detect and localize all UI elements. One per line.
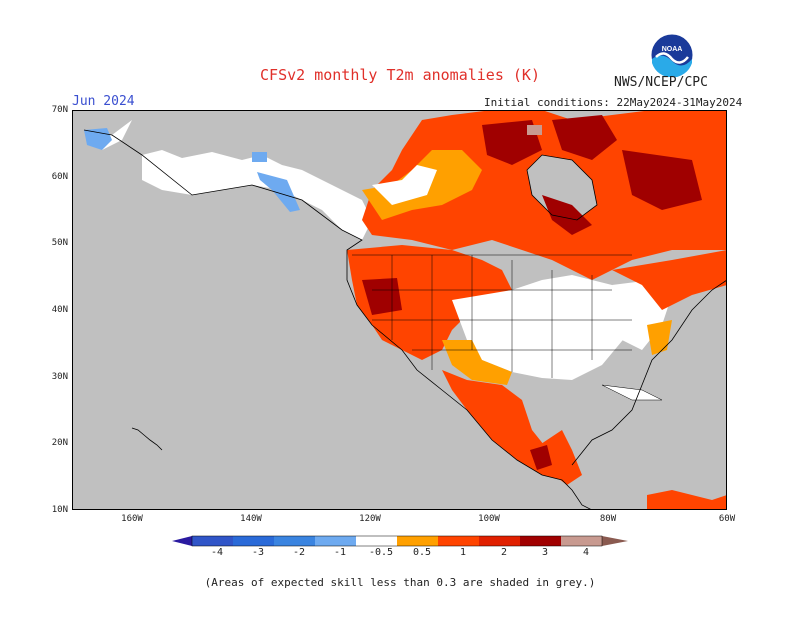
colorbar-segment (479, 536, 520, 546)
hawaii-islands (131, 427, 163, 451)
lat-label-40n: 40N (51, 305, 68, 315)
colorbar-segment (315, 536, 356, 546)
strong-anomaly-patch-4 (542, 195, 592, 235)
south-america-warm (647, 490, 727, 510)
lat-label-10n: 10N (51, 505, 68, 515)
colorbar-segment (356, 536, 397, 546)
colorbar-arrow-left (172, 536, 192, 546)
central-america-warm (532, 430, 582, 485)
state-boundaries (352, 254, 632, 378)
skill-note: (Areas of expected skill less than 0.3 a… (204, 576, 596, 589)
anomaly-map (72, 110, 727, 510)
colorbar-arrow-right (602, 536, 628, 546)
agency-label: NWS/NCEP/CPC (614, 75, 708, 90)
cool-anomaly-patch (252, 152, 267, 162)
forecast-month: Jun 2024 (72, 94, 135, 109)
colorbar-label: -0.5 (368, 547, 394, 558)
colorbar-segment (274, 536, 315, 546)
lat-label-60n: 60N (51, 172, 68, 182)
hudson-bay (527, 155, 597, 220)
colorbar-segment (397, 536, 438, 546)
alaska-white-area (142, 150, 372, 240)
colorbar-label: -4 (210, 547, 224, 558)
colorbar-label: -1 (333, 547, 347, 558)
strong-anomaly-patch-3 (622, 150, 702, 210)
northeast-warm-anomaly (612, 250, 727, 310)
initial-conditions: Initial conditions: 22May2024-31May2024 (484, 96, 743, 109)
strong-anomaly-patch-2 (552, 115, 617, 160)
canada-white-area (372, 165, 437, 205)
colorbar-label: 4 (582, 547, 590, 558)
colorbar-segment (520, 536, 561, 546)
yucatan-strong-anomaly (530, 445, 552, 470)
noaa-logo: NOAA (650, 33, 694, 77)
lon-label-60w: 60W (718, 514, 736, 524)
lat-label-30n: 30N (51, 372, 68, 382)
lat-label-50n: 50N (51, 238, 68, 248)
map-title: CFSv2 monthly T2m anomalies (K) (260, 66, 540, 84)
colorbar-segment (192, 536, 233, 546)
colorbar (172, 535, 628, 547)
colorbar-label: 1 (459, 547, 467, 558)
hudson-bay-outline (526, 154, 598, 221)
logo-text: NOAA (662, 46, 683, 53)
cool-anomaly-coastal (257, 172, 300, 212)
colorbar-label: 3 (541, 547, 549, 558)
lon-label-140w: 140W (240, 514, 262, 524)
lon-label-80w: 80W (599, 514, 617, 524)
us-central-white-area (452, 275, 632, 380)
colorbar-segment (233, 536, 274, 546)
colorbar-label: -2 (292, 547, 306, 558)
east-coastline (571, 279, 727, 466)
map-frame (72, 110, 727, 510)
extreme-anomaly-patch (527, 125, 542, 135)
colorbar-label: 2 (500, 547, 508, 558)
lon-label-120w: 120W (359, 514, 381, 524)
colorbar-label: -3 (251, 547, 265, 558)
texas-orange (442, 340, 512, 385)
lon-label-160w: 160W (121, 514, 143, 524)
colorbar-segment (561, 536, 602, 546)
lat-label-20n: 20N (51, 438, 68, 448)
lon-label-100w: 100W (478, 514, 500, 524)
lat-label-70n: 70N (51, 105, 68, 115)
west-coastline (83, 129, 593, 510)
colorbar-label: 0.5 (412, 547, 432, 558)
cuba (601, 384, 663, 401)
colorbar-segment (438, 536, 479, 546)
us-west-warm-anomaly (347, 245, 512, 360)
